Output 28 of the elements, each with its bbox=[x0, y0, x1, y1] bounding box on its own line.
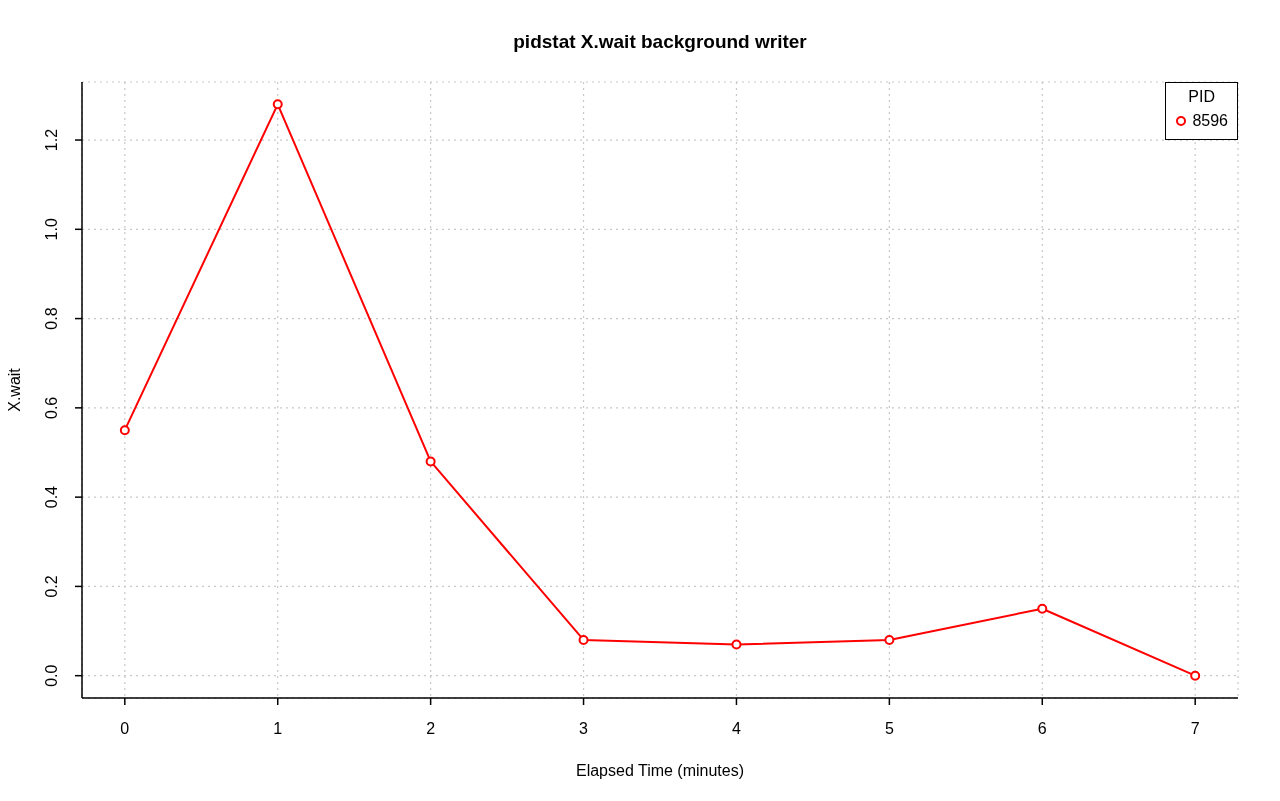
x-tick-label: 1 bbox=[273, 720, 283, 737]
point bbox=[884, 634, 895, 645]
y-tick-label: 0.6 bbox=[43, 396, 60, 419]
y-axis-title: X.wait bbox=[6, 367, 23, 412]
point bbox=[119, 425, 130, 436]
x-tick-label: 7 bbox=[1190, 720, 1200, 737]
x-tick-label: 2 bbox=[426, 720, 436, 737]
x-tick-label: 5 bbox=[884, 720, 894, 737]
legend-label: 8596 bbox=[1192, 112, 1228, 130]
x-tick-label: 3 bbox=[579, 720, 589, 737]
point bbox=[425, 456, 436, 467]
x-tick-label: 6 bbox=[1037, 720, 1047, 737]
y-tick-label: 0.4 bbox=[43, 485, 60, 509]
point bbox=[1190, 670, 1201, 681]
x-tick-label: 4 bbox=[732, 720, 741, 737]
chart-title: pidstat X.wait background writer bbox=[512, 30, 808, 54]
y-tick-label: 1.2 bbox=[43, 128, 60, 152]
point bbox=[1037, 603, 1048, 614]
y-tick-label: 1.0 bbox=[43, 218, 60, 241]
x-axis-title: Elapsed Time (minutes) bbox=[575, 762, 745, 779]
point bbox=[578, 634, 589, 645]
point bbox=[731, 639, 742, 650]
x-tick-label: 0 bbox=[120, 720, 130, 737]
point bbox=[272, 99, 283, 110]
legend-title: PID bbox=[1187, 88, 1217, 106]
y-tick-label: 0.2 bbox=[43, 575, 60, 598]
y-tick-label: 0.8 bbox=[43, 307, 60, 330]
y-tick-label: 0.0 bbox=[43, 664, 60, 687]
